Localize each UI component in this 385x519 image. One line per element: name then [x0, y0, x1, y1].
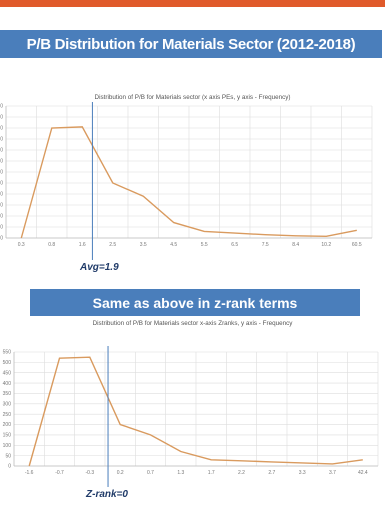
x-tick-label: 3.7	[329, 470, 336, 476]
y-tick-label: 500	[3, 360, 12, 366]
y-tick-label: 250	[3, 412, 12, 418]
x-tick-label: 0.8	[48, 242, 55, 248]
x-tick-label: 7.5	[262, 242, 269, 248]
x-tick-label: 4.5	[170, 242, 177, 248]
y-tick-label: 700	[0, 159, 3, 165]
x-tick-label: 5.5	[201, 242, 208, 248]
x-tick-label: 10.2	[321, 242, 331, 248]
series-line	[28, 356, 363, 467]
y-tick-label: 400	[0, 192, 3, 198]
x-tick-label: 42.4	[358, 470, 368, 476]
y-tick-label: 600	[0, 170, 3, 176]
y-tick-label: 0	[8, 464, 11, 470]
x-tick-label: 2.5	[109, 242, 116, 248]
x-tick-label: 2.2	[238, 470, 245, 476]
x-tick-label: -1.6	[25, 470, 34, 476]
top-accent-strip	[0, 0, 385, 7]
x-tick-label: 8.4	[292, 242, 299, 248]
x-tick-label: 3.5	[140, 242, 147, 248]
x-tick-label: 3.3	[299, 470, 306, 476]
y-tick-label: 0	[0, 236, 3, 242]
y-tick-label: 350	[3, 391, 12, 397]
zrank-section-banner: Same as above in z-rank terms	[30, 289, 360, 316]
x-tick-label: 0.7	[147, 470, 154, 476]
page-title: P/B Distribution for Materials Sector (2…	[26, 35, 356, 53]
y-tick-label: 1100	[0, 115, 3, 121]
y-tick-label: 150	[3, 433, 12, 439]
x-tick-label: 6.5	[231, 242, 238, 248]
y-tick-label: 300	[3, 402, 12, 408]
chart-2-title: Distribution of P/B for Materials sector…	[92, 320, 293, 327]
x-tick-label: 2.7	[268, 470, 275, 476]
x-tick-label: 1.3	[177, 470, 184, 476]
zrank-distribution-chart: 0 50 100 150 200 250 300 350 400 450 500 550 -1.6 -0.…	[3, 346, 379, 487]
x-tick-label: -0.7	[55, 470, 64, 476]
avg-annotation: Avg=1.9	[80, 262, 119, 273]
y-tick-label: 1200	[0, 104, 3, 110]
y-tick-label: 200	[3, 422, 12, 428]
x-tick-label: -0.3	[86, 470, 95, 476]
y-tick-label: 400	[3, 381, 12, 387]
y-tick-label: 900	[0, 137, 3, 143]
x-tick-label: 0.2	[117, 470, 124, 476]
x-tick-label: 1.7	[208, 470, 215, 476]
zrank-section-title: Same as above in z-rank terms	[92, 294, 298, 311]
chart-1-title: Distribution of P/B for Materials sector…	[94, 94, 291, 101]
x-tick-label: 0.3	[18, 242, 25, 248]
y-tick-label: 500	[0, 181, 3, 187]
pb-distribution-chart: 0 100 200 300 400 500 600 700 800 900 1000 1100 1200…	[0, 102, 373, 260]
y-tick-label: 300	[0, 203, 3, 209]
x-tick-label: 1.6	[79, 242, 86, 248]
y-tick-label: 50	[5, 453, 11, 459]
y-tick-label: 100	[0, 225, 3, 231]
page-title-banner: P/B Distribution for Materials Sector (2…	[0, 30, 382, 58]
y-tick-label: 200	[0, 214, 3, 220]
zrank-annotation: Z-rank=0	[86, 489, 128, 500]
y-tick-label: 1000	[0, 126, 3, 132]
x-tick-label: 60.5	[352, 242, 362, 248]
series-line	[20, 126, 357, 239]
y-tick-label: 100	[3, 443, 12, 449]
y-tick-label: 800	[0, 148, 3, 154]
y-tick-label: 550	[3, 350, 12, 356]
y-tick-label: 450	[3, 370, 12, 376]
